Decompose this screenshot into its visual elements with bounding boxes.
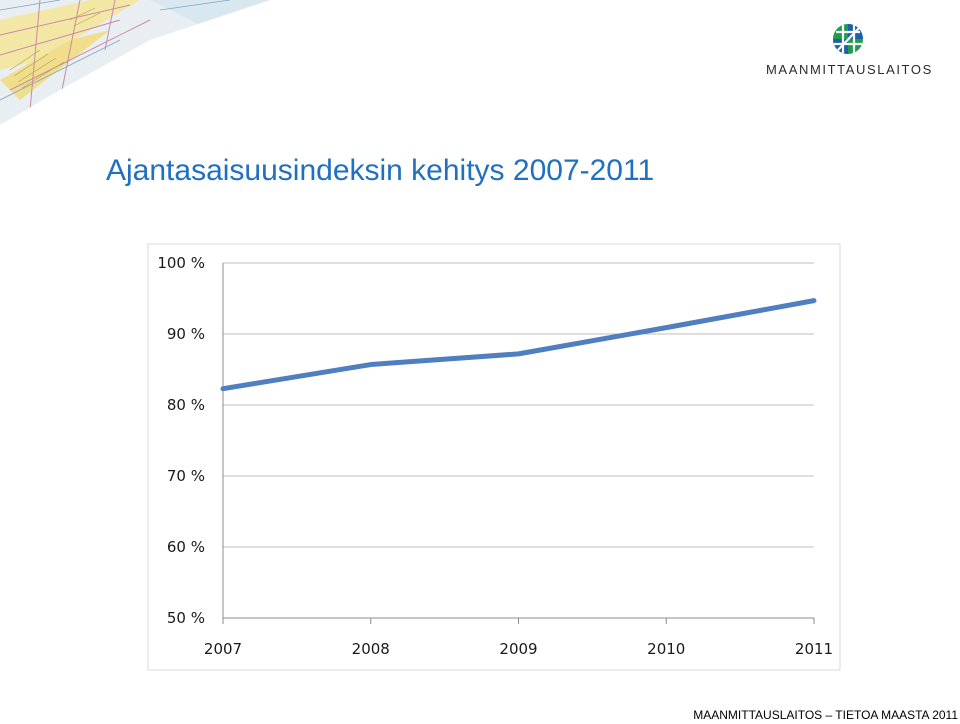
footer-text: MAANMITTAUSLAITOS – TIETOA MAASTA 2011 bbox=[693, 708, 958, 722]
x-tick-label: 2009 bbox=[499, 640, 537, 658]
maanmittauslaitos-logo-icon bbox=[833, 24, 863, 54]
page-title: Ajantasaisuusindeksin kehitys 2007-2011 bbox=[106, 154, 655, 187]
y-tick-label: 50 % bbox=[167, 609, 205, 627]
series-line bbox=[220, 298, 817, 392]
x-tick-label: 2008 bbox=[352, 640, 390, 658]
y-tick-label: 60 % bbox=[167, 538, 205, 556]
y-tick-label: 80 % bbox=[167, 396, 205, 414]
y-tick-label: 90 % bbox=[167, 325, 205, 343]
chart-frame bbox=[147, 243, 841, 671]
y-tick-label: 100 % bbox=[157, 254, 205, 272]
x-tick-label: 2011 bbox=[795, 640, 833, 658]
logo-text: MAANMITTAUSLAITOS bbox=[766, 62, 933, 77]
x-tick-label: 2010 bbox=[647, 640, 685, 658]
x-tick-label: 2007 bbox=[204, 640, 242, 658]
y-tick-label: 70 % bbox=[167, 467, 205, 485]
terrain-map-icon bbox=[0, 0, 270, 125]
